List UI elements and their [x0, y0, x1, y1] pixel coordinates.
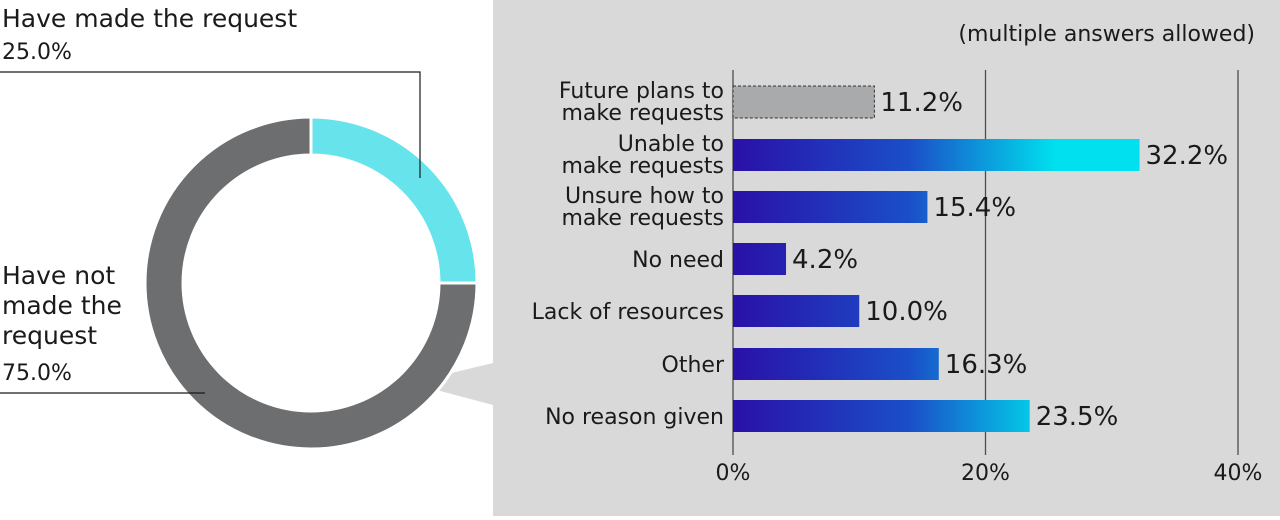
category-label-0-0: Future plans to — [559, 79, 724, 104]
chart-note: (multiple answers allowed) — [958, 22, 1255, 47]
category-label-2-1: make requests — [562, 206, 725, 231]
x-tick-label-40: 40% — [1214, 461, 1263, 486]
slice-value-not-made: 75.0% — [2, 361, 72, 386]
category-label-0-1: make requests — [562, 101, 725, 126]
slice-label-made: Have made the request — [2, 4, 297, 33]
slice-value-made: 25.0% — [2, 40, 72, 65]
x-tick-label-0: 0% — [716, 461, 751, 486]
bar-5 — [733, 348, 939, 380]
bar-value-label-4: 10.0% — [865, 297, 948, 327]
donut-slice-0 — [309, 115, 479, 285]
bar-2 — [733, 191, 928, 223]
bar-1 — [733, 139, 1140, 171]
bar-0 — [732, 85, 875, 119]
category-label-5-0: Other — [662, 353, 725, 378]
category-label-1-0: Unable to — [618, 132, 724, 157]
callout-wedge — [410, 363, 493, 405]
bar-3 — [733, 243, 787, 275]
bar-value-label-3: 4.2% — [792, 245, 858, 275]
bar-value-label-1: 32.2% — [1146, 141, 1229, 171]
bar-value-label-5: 16.3% — [945, 350, 1028, 380]
x-axis-ticks: 0% 20% 40% — [716, 461, 1263, 486]
category-label-2-0: Unsure how to — [565, 184, 724, 209]
slice-label-not-made-line-1: Have not — [2, 261, 115, 290]
category-label-1-1: make requests — [562, 154, 725, 179]
slice-label-not-made-line-3: request — [2, 321, 97, 350]
category-label-4-0: Lack of resources — [532, 300, 724, 325]
slice-label-not-made-line-2: made the — [2, 291, 122, 320]
category-label-3-0: No need — [632, 248, 724, 273]
leader-line-made — [0, 71, 421, 178]
category-label-6-0: No reason given — [545, 405, 724, 430]
donut-slice-1 — [143, 115, 479, 451]
bar-value-label-6: 23.5% — [1036, 402, 1119, 432]
bar-value-label-2: 15.4% — [933, 193, 1016, 223]
bar-6 — [733, 400, 1030, 432]
bar-4 — [733, 295, 860, 327]
x-tick-label-20: 20% — [961, 461, 1010, 486]
donut-chart — [143, 115, 479, 451]
bar-chart-panel — [493, 0, 1280, 516]
bar-value-label-0: 11.2% — [880, 88, 963, 118]
